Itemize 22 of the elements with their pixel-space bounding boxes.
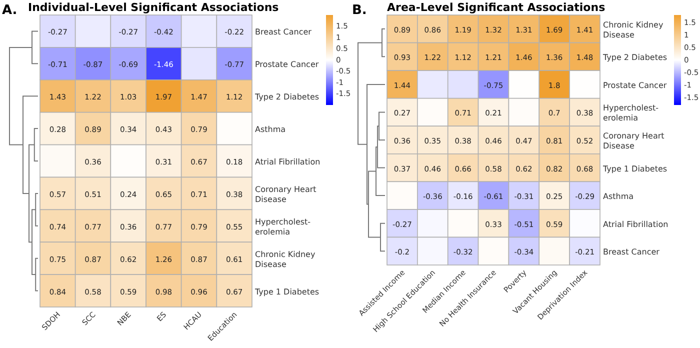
text: A.: [2, 3, 18, 18]
y-tick-label: Atrial Fibrillation: [255, 158, 320, 166]
y-tick-label: Prostate Cancer: [603, 80, 668, 90]
y-tick-label: Breast Cancer: [255, 28, 312, 37]
y-tick-label: Breast Cancer: [603, 248, 660, 257]
y-tick-label: Atrial Fibrillation: [603, 220, 668, 229]
y-tick-label: Hypercholest-erolemia: [255, 217, 311, 236]
y-tick-label: Coronary Heart Disease: [603, 132, 664, 150]
y-tick-label: Asthma: [603, 192, 634, 202]
y-tick-label: Prostate Cancer: [255, 60, 320, 70]
y-tick-label: Type 1 Diabetes: [254, 287, 320, 296]
y-tick-label: Type 1 Diabetes: [602, 164, 668, 174]
y-tick-label: Type 2 Diabetes: [254, 92, 320, 102]
y-tick-label: Hypercholest-erolemia: [603, 104, 659, 123]
y-tick-label: Chronic Kidney Disease: [603, 20, 664, 40]
y-tick-label: Type 2 Diabetes: [602, 53, 668, 62]
chart-title: Area-Level Significant Associations: [387, 1, 606, 14]
y-tick-label: Chronic Kidney Disease: [255, 250, 316, 269]
y-tick-label: Coronary Heart Disease: [255, 184, 316, 204]
text: B.: [352, 3, 367, 18]
chart-title: Individual-Level Significant Associations: [28, 1, 280, 14]
y-tick-label: Asthma: [255, 125, 286, 134]
